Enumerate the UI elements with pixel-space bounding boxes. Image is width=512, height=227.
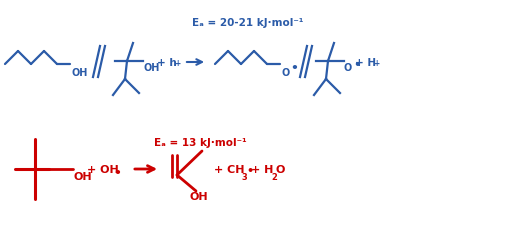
Text: OH: OH (143, 63, 159, 73)
Text: •: • (113, 166, 121, 179)
Text: OH: OH (71, 68, 88, 78)
Text: + CH: + CH (214, 164, 245, 174)
Text: +: + (373, 59, 379, 68)
Text: + H: + H (355, 58, 376, 68)
Text: +: + (174, 59, 180, 68)
Text: Eₐ = 20-21 kJ·mol⁻¹: Eₐ = 20-21 kJ·mol⁻¹ (193, 18, 304, 28)
Text: •: • (290, 62, 298, 75)
Text: Eₐ = 13 kJ·mol⁻¹: Eₐ = 13 kJ·mol⁻¹ (154, 137, 246, 147)
Text: + h: + h (157, 58, 177, 68)
Text: •: • (353, 59, 361, 72)
Text: 2: 2 (271, 172, 277, 181)
Text: O: O (276, 164, 285, 174)
Text: 3: 3 (241, 172, 247, 181)
Text: O: O (344, 63, 352, 73)
Text: O: O (281, 68, 289, 78)
Text: + H: + H (251, 164, 273, 174)
Text: + OH: + OH (87, 164, 119, 174)
Text: OH: OH (74, 171, 93, 181)
Text: OH: OH (190, 191, 208, 201)
Text: •: • (246, 165, 253, 175)
